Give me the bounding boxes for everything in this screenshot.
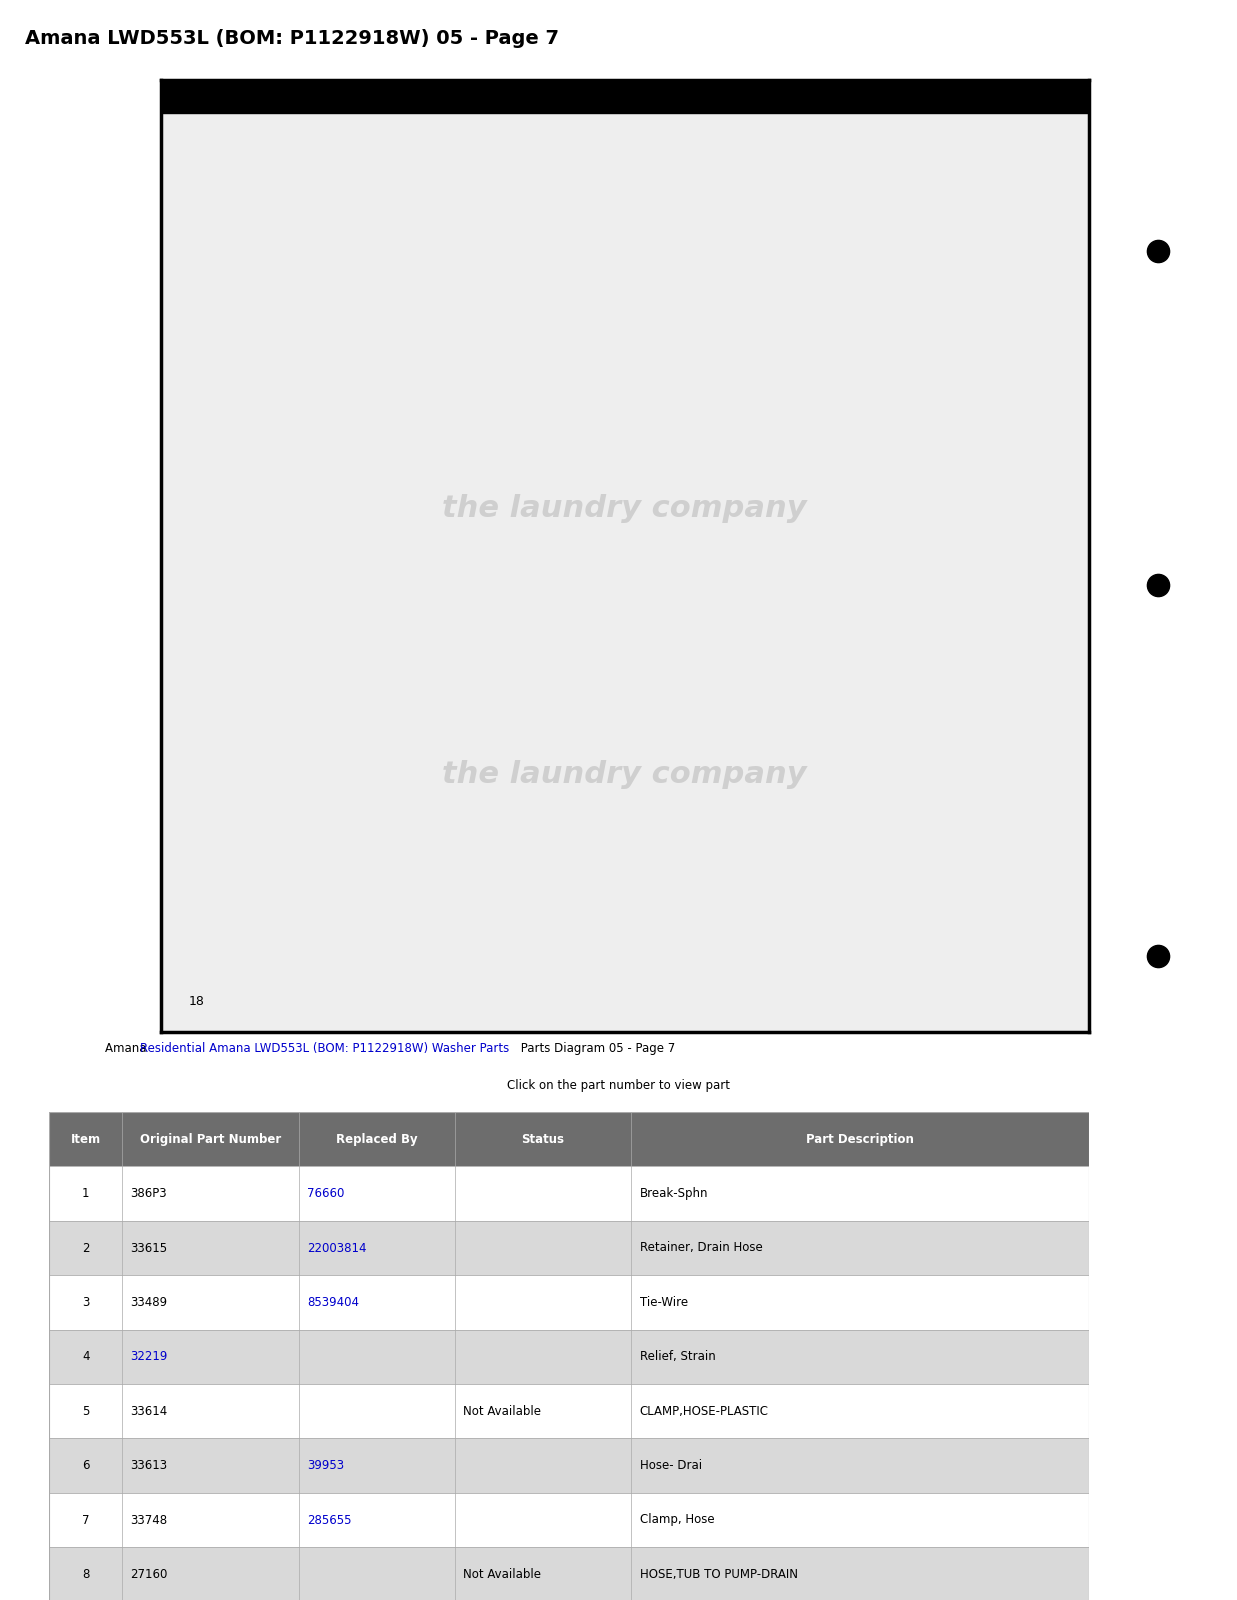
Text: 285655: 285655 — [307, 1514, 351, 1526]
Text: 33613: 33613 — [131, 1459, 168, 1472]
Text: 1: 1 — [82, 1187, 89, 1200]
Text: 18: 18 — [188, 995, 204, 1008]
Text: 6: 6 — [82, 1459, 89, 1472]
Bar — [49, 1330, 1089, 1384]
Text: 2: 2 — [82, 1242, 89, 1254]
Bar — [49, 1493, 1089, 1547]
Text: 4: 4 — [82, 1350, 89, 1363]
Text: 33748: 33748 — [131, 1514, 168, 1526]
Bar — [49, 1384, 1089, 1438]
Text: Replaced By: Replaced By — [336, 1133, 418, 1146]
Text: Clamp, Hose: Clamp, Hose — [640, 1514, 714, 1526]
Text: 8539404: 8539404 — [307, 1296, 359, 1309]
Text: 33615: 33615 — [131, 1242, 168, 1254]
Bar — [161, 80, 1089, 114]
Text: 33614: 33614 — [131, 1405, 168, 1418]
Text: 76660: 76660 — [307, 1187, 345, 1200]
Text: Item: Item — [71, 1133, 101, 1146]
Text: Part Description: Part Description — [807, 1133, 914, 1146]
Bar — [49, 1221, 1089, 1275]
Text: CLAMP,HOSE-PLASTIC: CLAMP,HOSE-PLASTIC — [640, 1405, 768, 1418]
Text: Parts Diagram 05 - Page 7: Parts Diagram 05 - Page 7 — [517, 1042, 675, 1054]
Text: Hose- Drai: Hose- Drai — [640, 1459, 701, 1472]
Text: 22003814: 22003814 — [307, 1242, 366, 1254]
Text: Click on the part number to view part: Click on the part number to view part — [507, 1078, 730, 1091]
Bar — [49, 1438, 1089, 1493]
Text: 27160: 27160 — [131, 1568, 168, 1581]
Text: Not Available: Not Available — [463, 1405, 541, 1418]
Text: Original Part Number: Original Part Number — [140, 1133, 281, 1146]
Text: 33489: 33489 — [131, 1296, 168, 1309]
Text: the laundry company: the laundry company — [443, 760, 807, 789]
Text: Status: Status — [522, 1133, 564, 1146]
Text: 5: 5 — [82, 1405, 89, 1418]
Text: Not Available: Not Available — [463, 1568, 541, 1581]
Text: the laundry company: the laundry company — [443, 494, 807, 523]
Text: 3: 3 — [82, 1296, 89, 1309]
Bar — [49, 1547, 1089, 1600]
Text: 32219: 32219 — [131, 1350, 168, 1363]
Text: 8: 8 — [82, 1568, 89, 1581]
Text: 7: 7 — [82, 1514, 89, 1526]
Text: Relief, Strain: Relief, Strain — [640, 1350, 715, 1363]
Bar — [49, 1112, 1089, 1166]
Bar — [49, 1166, 1089, 1221]
Text: 386P3: 386P3 — [131, 1187, 167, 1200]
Text: Amana LWD553L (BOM: P1122918W) 05 - Page 7: Amana LWD553L (BOM: P1122918W) 05 - Page… — [25, 29, 559, 48]
Text: 39953: 39953 — [307, 1459, 344, 1472]
Text: Break-Sphn: Break-Sphn — [640, 1187, 708, 1200]
Bar — [49, 1275, 1089, 1330]
Text: HOSE,TUB TO PUMP-DRAIN: HOSE,TUB TO PUMP-DRAIN — [640, 1568, 798, 1581]
Text: Residential Amana LWD553L (BOM: P1122918W) Washer Parts: Residential Amana LWD553L (BOM: P1122918… — [140, 1042, 510, 1054]
Text: Amana: Amana — [105, 1042, 151, 1054]
Text: Tie-Wire: Tie-Wire — [640, 1296, 688, 1309]
Text: Retainer, Drain Hose: Retainer, Drain Hose — [640, 1242, 762, 1254]
